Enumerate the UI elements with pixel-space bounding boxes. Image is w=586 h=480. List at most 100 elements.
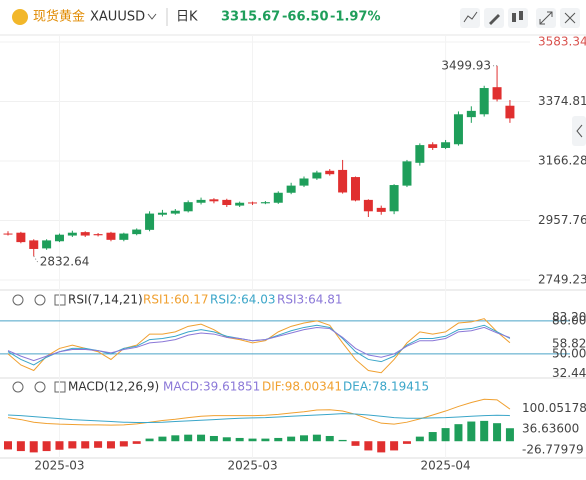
candle-body bbox=[479, 88, 489, 115]
macd-bar bbox=[505, 428, 514, 442]
gold-icon bbox=[12, 9, 28, 25]
eye-icon[interactable] bbox=[12, 381, 24, 393]
macd-bar bbox=[390, 441, 399, 451]
candle-body bbox=[402, 161, 412, 186]
candle-body bbox=[389, 185, 399, 212]
macd-bar bbox=[55, 441, 64, 450]
icon bbox=[489, 14, 500, 25]
macd-bar bbox=[351, 441, 360, 446]
candle-body bbox=[466, 110, 476, 118]
settings-icon[interactable] bbox=[34, 294, 46, 306]
candle-body bbox=[350, 177, 360, 201]
candle-body bbox=[415, 145, 425, 163]
macd-bar bbox=[235, 437, 244, 442]
period[interactable]: 日K bbox=[176, 10, 198, 25]
instrument-name[interactable]: 现货黄金 bbox=[33, 9, 85, 25]
candle-body bbox=[42, 240, 52, 249]
candle-body bbox=[145, 213, 155, 230]
candle-body bbox=[299, 178, 309, 186]
candle-body bbox=[29, 240, 39, 249]
candle-body bbox=[80, 232, 90, 236]
y-tick-label: 3374.81 bbox=[538, 94, 586, 108]
y-tick-label: 50.00 bbox=[552, 346, 586, 360]
icon bbox=[576, 124, 583, 138]
macd-bar bbox=[158, 436, 167, 442]
candle-body bbox=[338, 169, 348, 193]
candle-body bbox=[363, 199, 373, 212]
macd-bar bbox=[402, 441, 411, 444]
macd-bar bbox=[68, 441, 77, 449]
macd-bar bbox=[16, 441, 25, 452]
panel-title: RSI(7,14,21) bbox=[68, 293, 143, 307]
macd-bar bbox=[300, 435, 309, 442]
candle-body bbox=[196, 199, 206, 203]
macd-bar bbox=[287, 436, 296, 442]
legend-entry: RSI2:64.03 bbox=[210, 293, 276, 307]
macd-bar bbox=[274, 437, 283, 442]
candle-body bbox=[157, 212, 167, 215]
legend-entry: RSI3:64.81 bbox=[277, 293, 343, 307]
candle-body bbox=[505, 105, 515, 119]
macd-bar bbox=[106, 441, 115, 449]
candle-body bbox=[325, 170, 335, 175]
y-tick-label: 3166.28 bbox=[538, 154, 586, 168]
macd-header: MACD(12,26,9) bbox=[12, 380, 159, 394]
candle-body bbox=[492, 87, 502, 100]
macd-bar bbox=[197, 434, 206, 442]
macd-bar bbox=[184, 434, 193, 442]
level-label: 83.20 bbox=[552, 310, 586, 324]
level-label: 58.82 bbox=[552, 337, 586, 351]
macd-bar bbox=[132, 441, 141, 444]
macd-bar bbox=[4, 441, 12, 450]
macd-bar bbox=[209, 435, 218, 442]
rsi-header: RSI(7,14,21) bbox=[12, 293, 143, 307]
macd-bar bbox=[377, 441, 386, 453]
candle-body bbox=[67, 232, 77, 236]
change: -66.50 bbox=[282, 10, 329, 25]
change-pct: -1.97% bbox=[330, 10, 381, 25]
legend-entry: RSI1:60.17 bbox=[143, 293, 209, 307]
macd-bar bbox=[493, 423, 502, 442]
candle-body bbox=[286, 185, 296, 193]
macd-bar bbox=[81, 441, 90, 449]
macd-bar bbox=[325, 435, 334, 442]
macd-bar bbox=[364, 441, 373, 451]
eye-icon[interactable] bbox=[12, 294, 24, 306]
side-toggle[interactable] bbox=[572, 116, 586, 146]
macd-bar bbox=[480, 420, 489, 442]
min-label: 2832.64 bbox=[40, 255, 90, 269]
box-icon[interactable] bbox=[54, 381, 66, 393]
x-tick-label: 2025-04 bbox=[421, 459, 471, 473]
y-tick-label: 36.63600 bbox=[522, 422, 579, 436]
symbol[interactable]: XAUUSD bbox=[90, 10, 145, 25]
candle-body bbox=[453, 114, 463, 145]
macd-bar bbox=[467, 421, 476, 442]
candle-body bbox=[312, 172, 322, 179]
line bbox=[7, 413, 510, 424]
leader bbox=[33, 255, 39, 263]
y-tick-label: 2957.76 bbox=[538, 213, 586, 227]
box-icon[interactable] bbox=[54, 294, 66, 306]
icon bbox=[512, 13, 516, 22]
candle-body bbox=[16, 232, 26, 243]
icon bbox=[539, 11, 553, 25]
settings-icon[interactable] bbox=[34, 381, 46, 393]
header: 现货黄金 XAUUSD 日K 3315.67 -66.50 -1.97% bbox=[12, 8, 580, 28]
macd-bar bbox=[454, 424, 463, 442]
candle-body bbox=[93, 234, 103, 236]
candle-body bbox=[428, 144, 438, 148]
chart-type-button[interactable] bbox=[508, 8, 528, 28]
x-tick-label: 2025-03 bbox=[227, 459, 277, 473]
level-label: 32.44 bbox=[552, 366, 586, 380]
macd-bar bbox=[248, 438, 257, 442]
candle-body bbox=[183, 202, 193, 212]
legend-entry: DEA:78.19415 bbox=[343, 380, 429, 394]
macd-bar bbox=[415, 436, 424, 442]
dropdown-icon[interactable] bbox=[147, 13, 157, 20]
candle-body bbox=[106, 232, 116, 240]
candle-body bbox=[273, 192, 283, 203]
candle-body bbox=[222, 199, 232, 206]
y-tick-label: 80.00 bbox=[552, 313, 586, 327]
